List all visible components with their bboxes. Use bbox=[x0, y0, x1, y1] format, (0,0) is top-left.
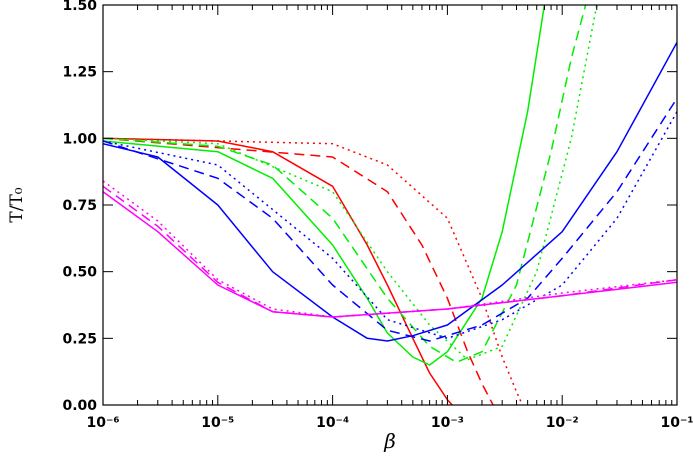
x-tick-label: 10⁻⁶ bbox=[86, 415, 119, 431]
y-tick-label: 0.25 bbox=[62, 331, 97, 347]
curve bbox=[103, 97, 677, 342]
curve bbox=[103, 185, 677, 318]
curve bbox=[103, 137, 494, 405]
y-tick-label: 0.00 bbox=[62, 398, 97, 414]
x-tick-label: 10⁻⁴ bbox=[316, 415, 349, 431]
curve bbox=[103, 5, 546, 366]
x-tick-label: 10⁻¹ bbox=[660, 415, 693, 431]
y-tick-label: 1.50 bbox=[62, 0, 97, 14]
x-tick-label: 10⁻² bbox=[546, 415, 579, 431]
curve bbox=[103, 137, 524, 405]
plot-frame bbox=[102, 4, 678, 406]
x-axis-label: β bbox=[383, 429, 396, 453]
curve bbox=[103, 111, 677, 340]
curve bbox=[103, 191, 677, 318]
y-tick-label: 0.50 bbox=[62, 265, 97, 281]
y-tick-label: 1.00 bbox=[62, 131, 97, 147]
y-tick-label: 0.75 bbox=[62, 198, 97, 214]
y-tick-label: 1.25 bbox=[62, 65, 97, 81]
curve bbox=[103, 180, 677, 318]
curve bbox=[103, 41, 677, 342]
curve bbox=[103, 5, 587, 364]
x-tick-label: 10⁻³ bbox=[431, 415, 464, 431]
curve bbox=[103, 137, 453, 405]
y-axis-label: T/T₀ bbox=[7, 187, 27, 222]
x-tick-label: 10⁻⁵ bbox=[201, 415, 234, 431]
curve bbox=[103, 5, 598, 361]
plot-area bbox=[103, 5, 677, 405]
